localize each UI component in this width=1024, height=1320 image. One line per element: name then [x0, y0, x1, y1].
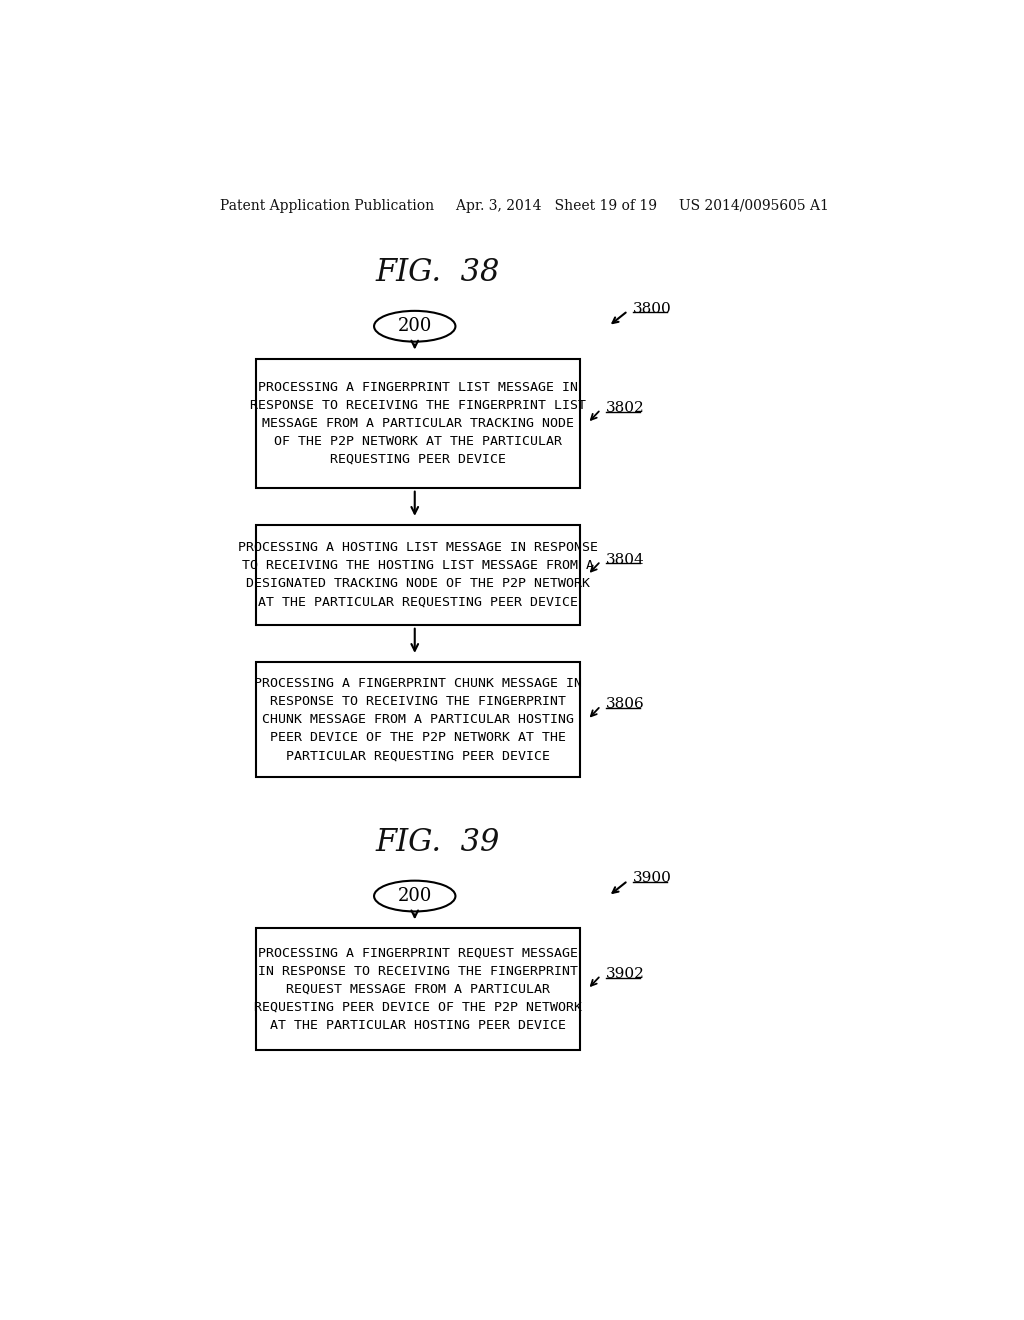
Text: PROCESSING A FINGERPRINT REQUEST MESSAGE
IN RESPONSE TO RECEIVING THE FINGERPRIN: PROCESSING A FINGERPRINT REQUEST MESSAGE… [254, 946, 582, 1032]
Text: 200: 200 [397, 317, 432, 335]
Text: PROCESSING A FINGERPRINT LIST MESSAGE IN
RESPONSE TO RECEIVING THE FINGERPRINT L: PROCESSING A FINGERPRINT LIST MESSAGE IN… [250, 380, 586, 466]
Text: 3806: 3806 [606, 697, 645, 711]
Text: 3900: 3900 [633, 871, 672, 886]
Text: 3800: 3800 [633, 301, 672, 315]
Text: PROCESSING A HOSTING LIST MESSAGE IN RESPONSE
TO RECEIVING THE HOSTING LIST MESS: PROCESSING A HOSTING LIST MESSAGE IN RES… [238, 541, 598, 609]
Text: 3902: 3902 [606, 966, 645, 981]
Text: Patent Application Publication     Apr. 3, 2014   Sheet 19 of 19     US 2014/009: Patent Application Publication Apr. 3, 2… [220, 199, 829, 213]
Text: 3802: 3802 [606, 401, 645, 414]
Text: 200: 200 [397, 887, 432, 906]
Text: PROCESSING A FINGERPRINT CHUNK MESSAGE IN
RESPONSE TO RECEIVING THE FINGERPRINT
: PROCESSING A FINGERPRINT CHUNK MESSAGE I… [254, 677, 582, 762]
Text: FIG.  38: FIG. 38 [376, 257, 500, 288]
Text: FIG.  39: FIG. 39 [376, 826, 500, 858]
Text: 3804: 3804 [606, 553, 645, 566]
Bar [256, 359, 580, 488]
Bar [256, 525, 580, 626]
Bar [256, 663, 580, 777]
Bar [256, 928, 580, 1051]
